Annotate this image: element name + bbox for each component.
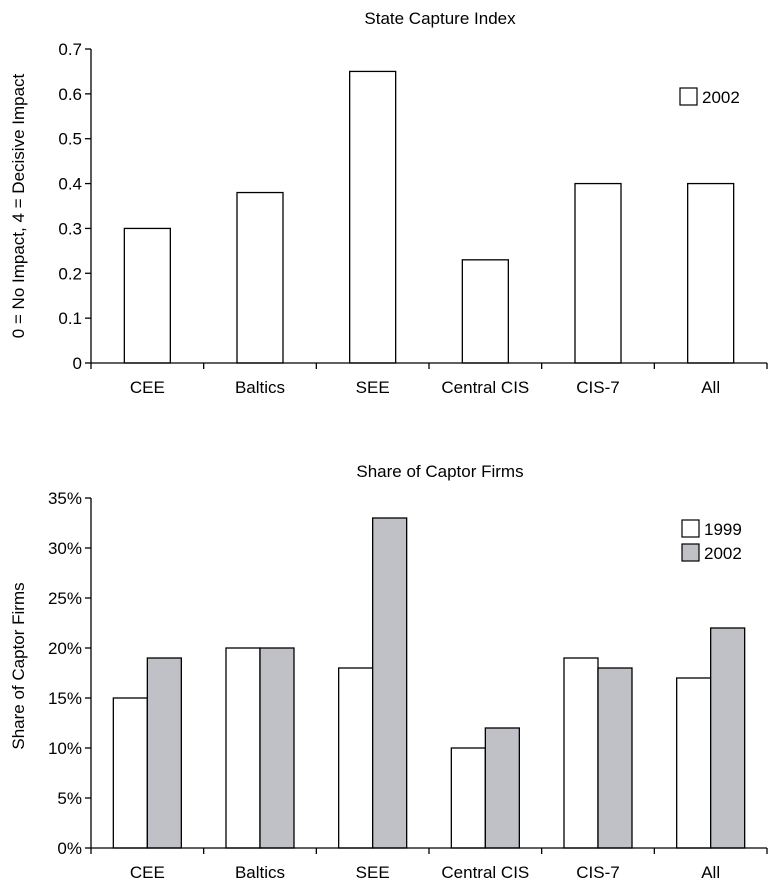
legend: 1999 2002 — [681, 519, 742, 563]
chart-title: Share of Captor Firms — [356, 462, 523, 481]
y-tick-label: 35% — [48, 489, 82, 508]
y-tick-label: 0.7 — [58, 40, 82, 59]
y-tick-label: 0.6 — [58, 85, 82, 104]
x-tick-label: Central CIS — [441, 378, 529, 397]
x-tick-label: Baltics — [235, 378, 285, 397]
y-axis-label: 0 = No Impact, 4 = Decisive Impact — [9, 73, 28, 338]
y-tick-label: 30% — [48, 539, 82, 558]
bar — [225, 647, 261, 849]
x-tick-label: CEE — [130, 863, 165, 882]
x-tick-label: CIS-7 — [576, 378, 619, 397]
chart-title: State Capture Index — [364, 9, 516, 28]
legend-swatch — [679, 87, 698, 106]
bar — [123, 227, 171, 364]
axes: 0 0.1 0.2 0.3 0.4 0.5 0.6 0.7 CEE Baltics SEE Centr… — [58, 40, 768, 397]
bar — [563, 657, 599, 849]
bar — [372, 517, 408, 849]
y-tick-label: 15% — [48, 689, 82, 708]
bar — [574, 182, 622, 364]
y-tick-label: 5% — [57, 789, 82, 808]
bar — [450, 747, 486, 849]
x-tick-label: Baltics — [235, 863, 285, 882]
y-tick-label: 20% — [48, 639, 82, 658]
y-tick-label: 0.5 — [58, 130, 82, 149]
y-axis-label: Share of Captor Firms — [9, 582, 28, 749]
bar — [597, 667, 633, 849]
bar — [349, 70, 397, 364]
chart-state-capture-index: State Capture Index 0 = No Impact, 4 = D… — [9, 9, 768, 397]
y-tick-label: 0 — [73, 354, 82, 373]
x-tick-label: All — [701, 378, 720, 397]
bar — [676, 677, 712, 849]
legend-label: 2002 — [704, 544, 742, 563]
x-tick-label: CIS-7 — [576, 863, 619, 882]
bars — [123, 70, 735, 364]
bar — [484, 727, 520, 849]
axes: 0% 5% 10% 15% 20% 25% 30% 35% CEE Baltics SEE Centr… — [48, 489, 768, 882]
bar — [112, 697, 148, 849]
y-tick-label: 0.4 — [58, 175, 82, 194]
bars — [112, 517, 746, 849]
y-tick-label: 0% — [57, 839, 82, 858]
chart-share-of-captor-firms: Share of Captor Firms Share of Captor Fi… — [9, 462, 768, 882]
bar — [146, 657, 182, 849]
y-tick-label: 25% — [48, 589, 82, 608]
y-tick-label: 0.2 — [58, 264, 82, 283]
bar — [259, 647, 295, 849]
y-tick-label: 0.1 — [58, 309, 82, 328]
bar — [710, 627, 746, 849]
x-tick-label: SEE — [356, 863, 390, 882]
legend-label: 2002 — [702, 88, 740, 107]
x-tick-label: SEE — [356, 378, 390, 397]
legend: 2002 — [679, 87, 740, 107]
legend-label: 1999 — [704, 520, 742, 539]
bar — [687, 182, 735, 364]
x-tick-label: All — [701, 863, 720, 882]
x-tick-label: Central CIS — [441, 863, 529, 882]
legend-swatch — [681, 519, 700, 538]
y-tick-label: 0.3 — [58, 219, 82, 238]
x-tick-label: CEE — [130, 378, 165, 397]
y-tick-label: 10% — [48, 739, 82, 758]
legend-swatch — [681, 543, 700, 562]
bar — [461, 259, 509, 364]
bar — [338, 667, 374, 849]
bar — [236, 191, 284, 364]
